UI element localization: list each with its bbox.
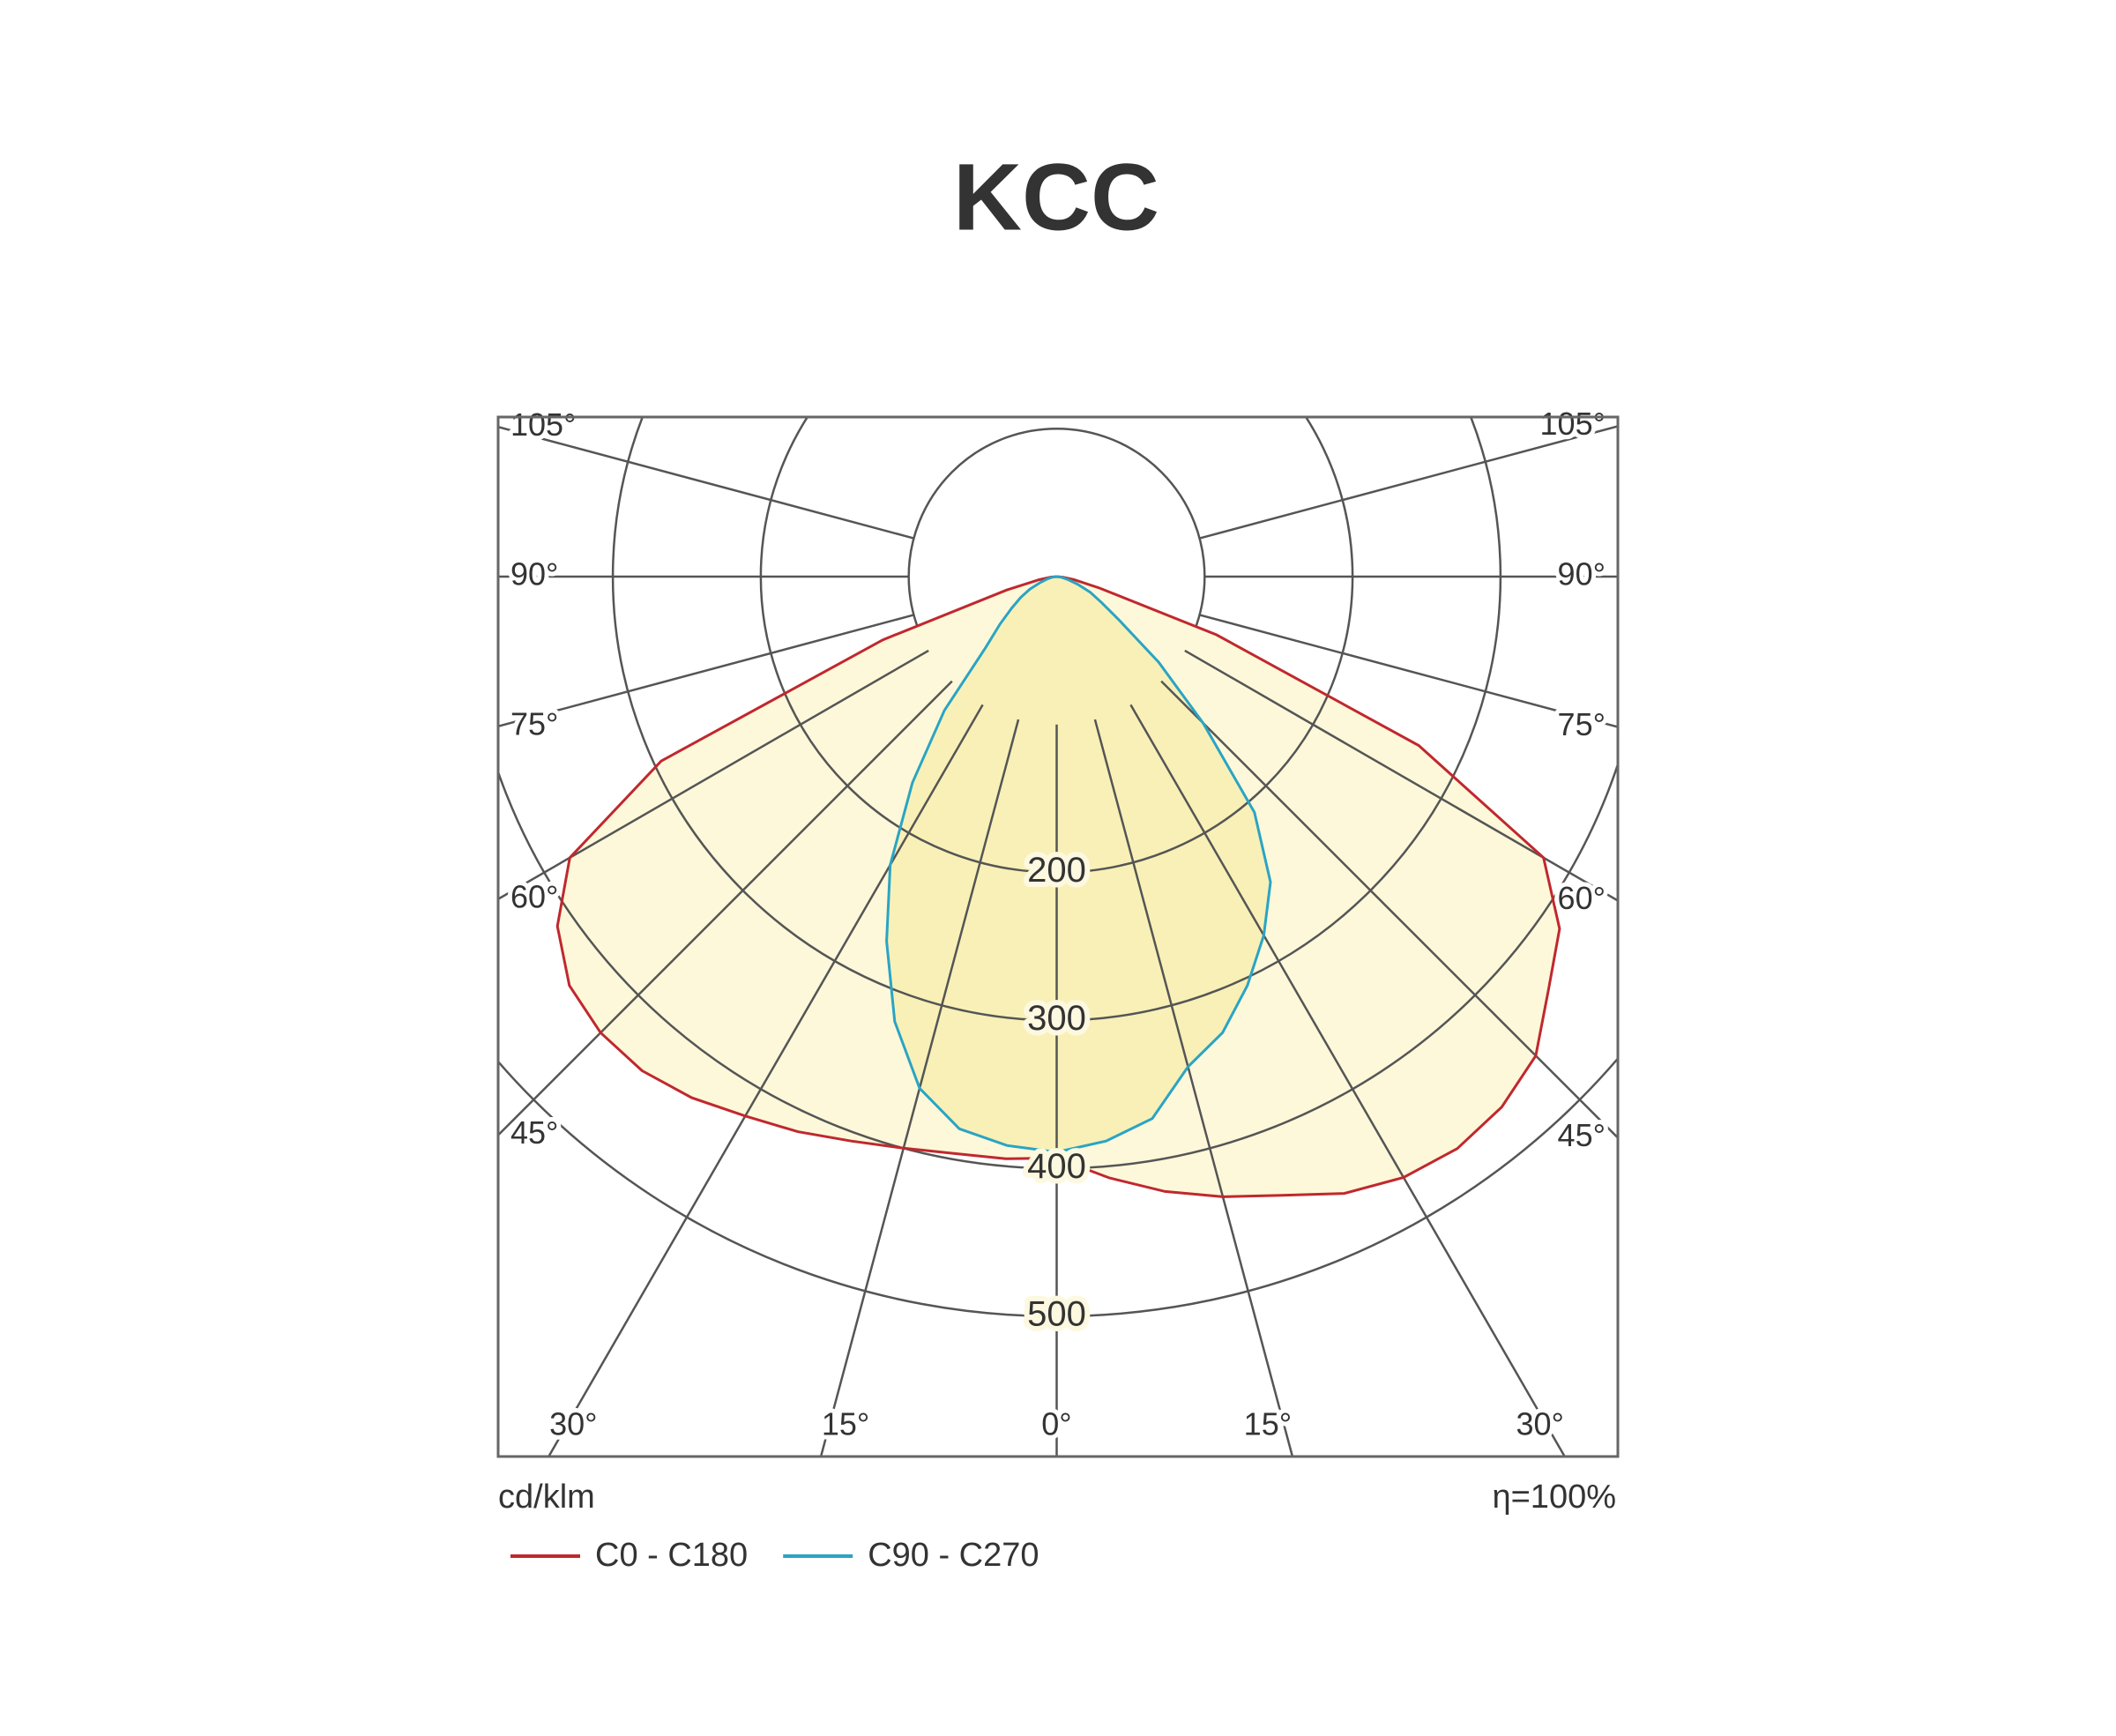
grid-ray bbox=[498, 426, 914, 540]
plot-frame bbox=[496, 415, 1620, 1458]
angle-tick-label: 75° bbox=[510, 705, 558, 741]
r-tick-label: 300 bbox=[1027, 999, 1086, 1038]
grid-ray bbox=[498, 680, 953, 1136]
angle-tick-label: 60° bbox=[1558, 880, 1606, 916]
angle-tick-label: 45° bbox=[510, 1114, 558, 1151]
series-line bbox=[885, 575, 1272, 1154]
r-tick-label: 500 bbox=[1027, 1295, 1086, 1334]
grid-ray bbox=[1129, 704, 1566, 1457]
plot-area bbox=[498, 417, 1618, 1457]
series-line bbox=[555, 575, 1561, 1198]
legend-label: C90 - C270 bbox=[868, 1537, 1039, 1574]
grid-ray bbox=[1184, 649, 1618, 902]
legend-label: C0 - C180 bbox=[595, 1537, 748, 1574]
angle-tick-label: 105° bbox=[510, 406, 576, 443]
r-axis-unit: cd/klm bbox=[498, 1479, 595, 1516]
angle-tick-label: 45° bbox=[1558, 1117, 1606, 1153]
annotation: η=100% bbox=[1492, 1479, 1616, 1516]
angle-tick-label: 15° bbox=[1244, 1406, 1292, 1442]
grid-ray bbox=[1199, 425, 1618, 540]
angle-tick-label: 30° bbox=[1516, 1406, 1563, 1442]
grid-ray bbox=[1093, 719, 1294, 1457]
series-area bbox=[886, 577, 1270, 1152]
angle-tick-label: 105° bbox=[1540, 406, 1606, 442]
chart-title: KCC bbox=[953, 144, 1159, 250]
r-tick-label: 200 bbox=[1027, 851, 1086, 890]
angle-tick-label: 60° bbox=[510, 878, 558, 914]
angle-tick-label: 75° bbox=[1558, 706, 1606, 742]
angle-tick-label: 0° bbox=[1041, 1406, 1071, 1442]
legend: C0 - C180 C90 - C270 bbox=[510, 1537, 1039, 1574]
angle-tick-label: 90° bbox=[1558, 556, 1606, 592]
angle-tick-label: 30° bbox=[549, 1406, 597, 1442]
grid-ray bbox=[548, 704, 984, 1457]
r-tick-label: 400 bbox=[1027, 1147, 1086, 1186]
angle-tick-label: 90° bbox=[510, 556, 558, 592]
grid-ray bbox=[1199, 614, 1618, 728]
grid-ray bbox=[1160, 680, 1618, 1139]
angle-tick-label: 15° bbox=[822, 1406, 869, 1442]
grid-ray bbox=[498, 614, 914, 727]
labels: 0° 15° 15° 30° 30° 45° 45° 60° 60° 75° 75° 90° 90° 10… bbox=[506, 401, 1610, 1447]
